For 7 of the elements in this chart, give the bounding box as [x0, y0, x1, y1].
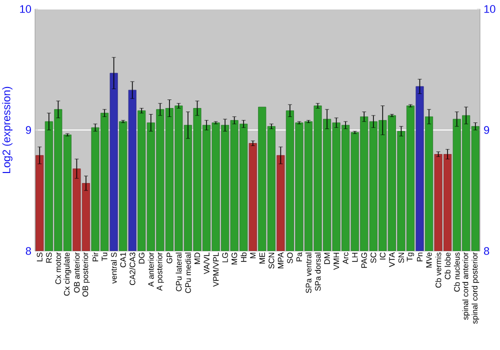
y-axis-title: Log2 (expression)	[2, 86, 12, 173]
y-tick-label: 9	[26, 126, 31, 134]
y2-tick-label: 8	[484, 247, 490, 255]
y-tick-label: 10	[20, 5, 32, 13]
y2-tick-label: 9	[484, 126, 490, 134]
y-tick-label: 8	[26, 247, 31, 255]
y2-tick-label: 10	[484, 5, 496, 13]
